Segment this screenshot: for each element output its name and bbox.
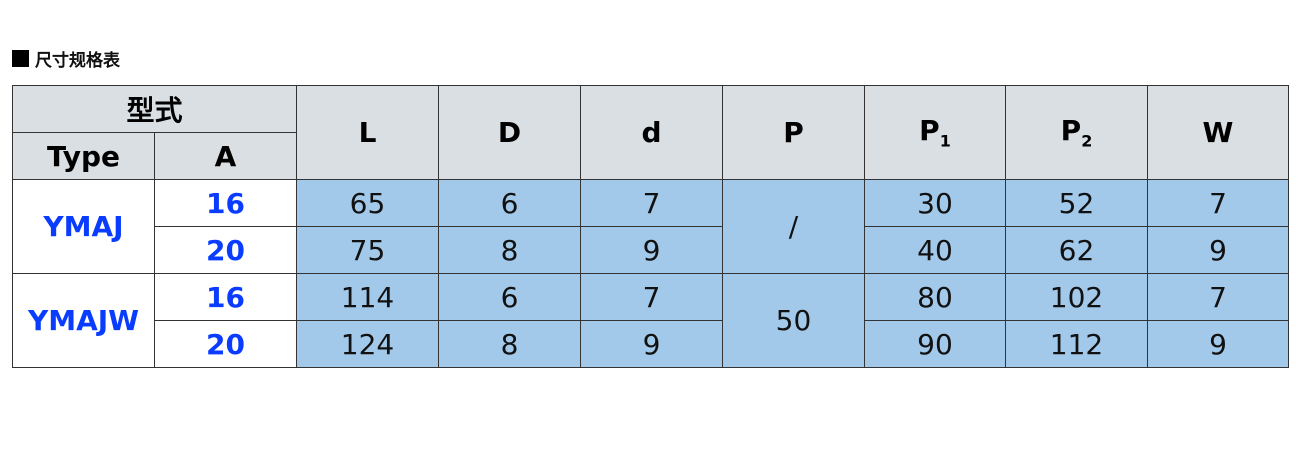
type-cell: YMAJ xyxy=(12,179,155,274)
header-A: A xyxy=(154,132,297,180)
L-cell: 124 xyxy=(296,320,439,368)
P1-cell: 30 xyxy=(864,179,1006,227)
p1-sub: 1 xyxy=(939,131,951,151)
header-P: P xyxy=(722,85,865,180)
P-cell: / xyxy=(722,179,865,274)
a-cell: 16 xyxy=(154,273,297,321)
D-cell: 6 xyxy=(438,273,581,321)
p2-sub: 2 xyxy=(1081,131,1093,151)
D-cell: 8 xyxy=(438,226,581,274)
type-cell: YMAJW xyxy=(12,273,155,368)
P2-cell: 102 xyxy=(1005,273,1148,321)
P2-cell: 112 xyxy=(1005,320,1148,368)
L-cell: 75 xyxy=(296,226,439,274)
header-L: L xyxy=(296,85,439,180)
section-title-text: 尺寸规格表 xyxy=(35,51,120,71)
d-cell: 7 xyxy=(580,273,723,321)
W-cell: 7 xyxy=(1147,273,1289,321)
a-cell: 16 xyxy=(154,179,297,227)
header-D: D xyxy=(438,85,581,180)
P1-cell: 90 xyxy=(864,320,1006,368)
P-cell: 50 xyxy=(722,273,865,368)
dimension-table: 型式 L D d P P1 P2 W Type A YMAJ 16 65 6 7… xyxy=(12,85,1289,368)
section-title: 尺寸规格表 xyxy=(12,46,120,71)
d-cell: 7 xyxy=(580,179,723,227)
p2-label: P xyxy=(1060,114,1082,148)
L-cell: 114 xyxy=(296,273,439,321)
P1-cell: 40 xyxy=(864,226,1006,274)
table-row: YMAJW 16 114 6 7 50 80 102 7 xyxy=(12,273,1289,368)
d-cell: 9 xyxy=(580,226,723,274)
W-cell: 9 xyxy=(1147,320,1289,368)
a-cell: 20 xyxy=(154,226,297,274)
header-W: W xyxy=(1147,85,1289,180)
header-d: d xyxy=(580,85,723,180)
table-row: 20 124 8 9 90 112 9 xyxy=(13,320,1289,368)
P2-cell: 52 xyxy=(1005,179,1148,227)
D-cell: 6 xyxy=(438,179,581,227)
header-P1: P1 xyxy=(864,85,1006,180)
L-cell: 65 xyxy=(296,179,439,227)
table-row: YMAJ 16 65 6 7 / 30 52 7 xyxy=(12,179,1289,274)
W-cell: 9 xyxy=(1147,226,1289,274)
header-P2: P2 xyxy=(1005,85,1148,180)
P2-cell: 62 xyxy=(1005,226,1148,274)
p1-label: P xyxy=(919,114,940,148)
D-cell: 8 xyxy=(438,320,581,368)
d-cell: 9 xyxy=(580,320,723,368)
square-bullet-icon xyxy=(12,50,29,67)
W-cell: 7 xyxy=(1147,179,1289,227)
table-row: 20 75 8 9 40 62 9 xyxy=(13,226,1289,274)
header-model: 型式 xyxy=(12,85,297,133)
header-type: Type xyxy=(12,132,155,180)
P1-cell: 80 xyxy=(864,273,1006,321)
a-cell: 20 xyxy=(154,320,297,368)
